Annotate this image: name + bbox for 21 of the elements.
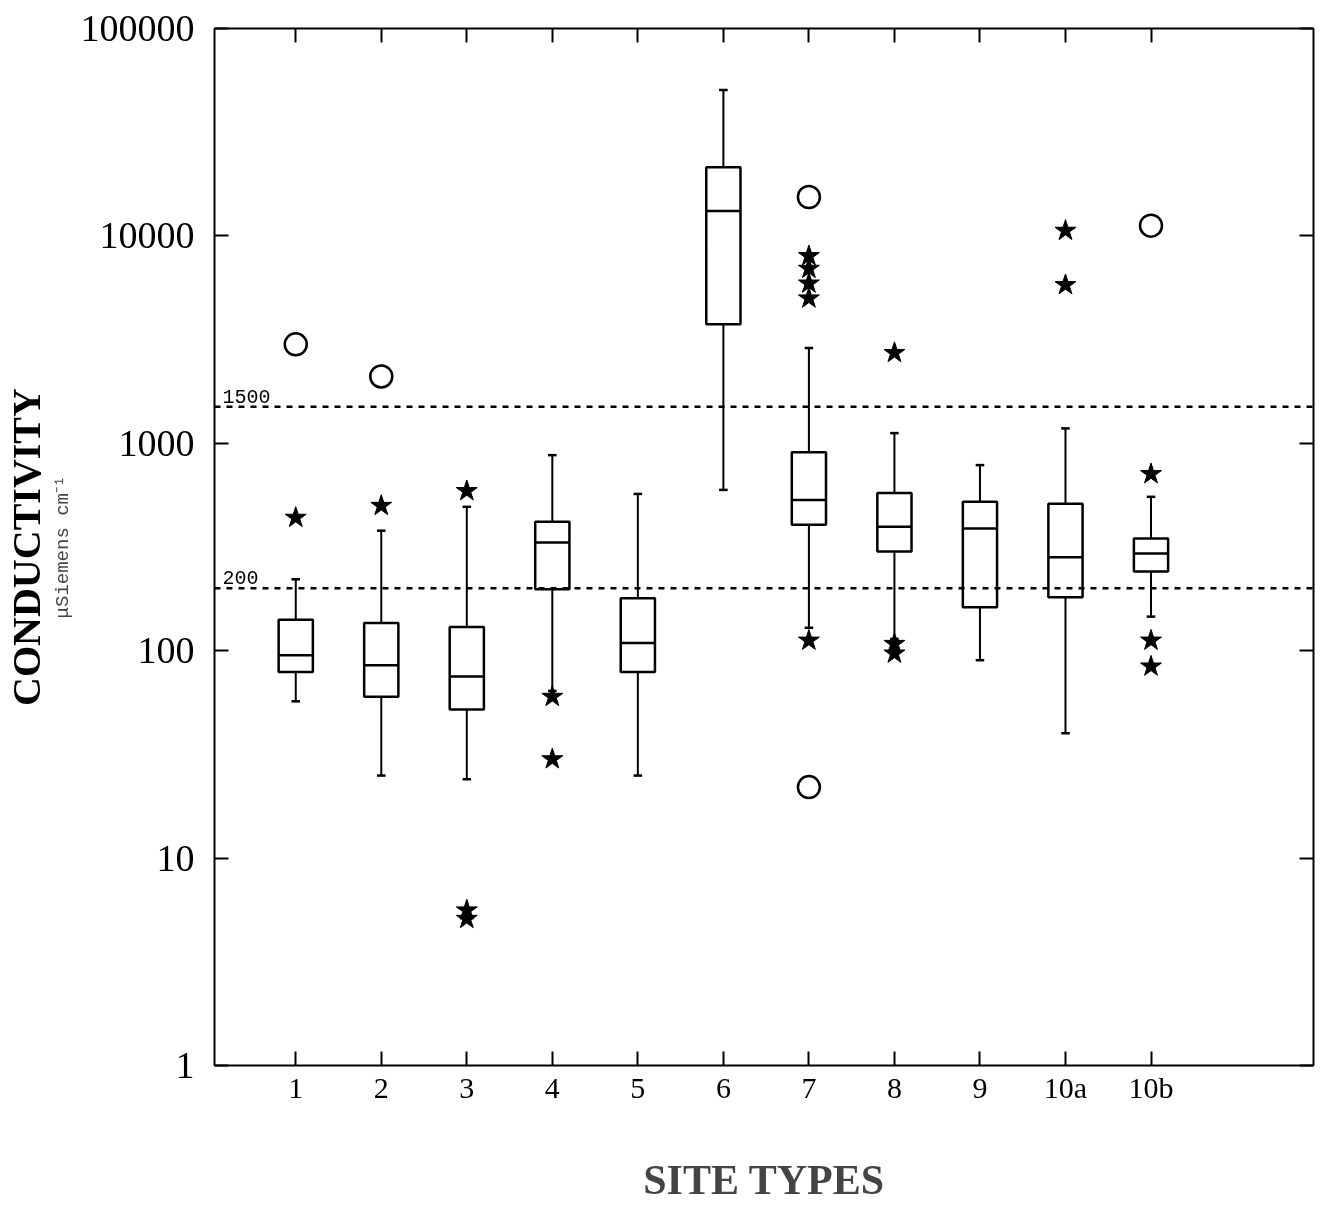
x-axis-title: SITE TYPES (643, 1156, 885, 1203)
x-tick-label: 8 (886, 1070, 902, 1104)
x-tick-label: 4 (544, 1070, 560, 1104)
x-tick-label: 6 (715, 1070, 731, 1104)
x-tick-label: 5 (630, 1070, 646, 1104)
y-tick-label: 100 (137, 629, 195, 672)
x-tick-label: 10a (1043, 1070, 1088, 1104)
x-tick-label: 9 (972, 1070, 988, 1104)
ref-line-label: 1500 (222, 385, 271, 409)
ref-line-label: 200 (222, 567, 259, 591)
x-tick-label: 10b (1128, 1070, 1174, 1104)
y-tick-label: 10000 (99, 214, 195, 257)
y-tick-label: 1000 (118, 421, 195, 464)
x-tick-label: 2 (373, 1070, 389, 1104)
y-axis-title: CONDUCTIVITY (3, 387, 49, 706)
x-tick-label: 3 (459, 1070, 475, 1104)
y-tick-label: 100000 (80, 7, 195, 49)
y-tick-label: 10 (156, 836, 195, 879)
x-tick-label: 1 (288, 1070, 304, 1104)
y2-axis-title: μSiemens cm⁻¹ (51, 475, 74, 619)
x-tick-label: 7 (801, 1070, 817, 1104)
